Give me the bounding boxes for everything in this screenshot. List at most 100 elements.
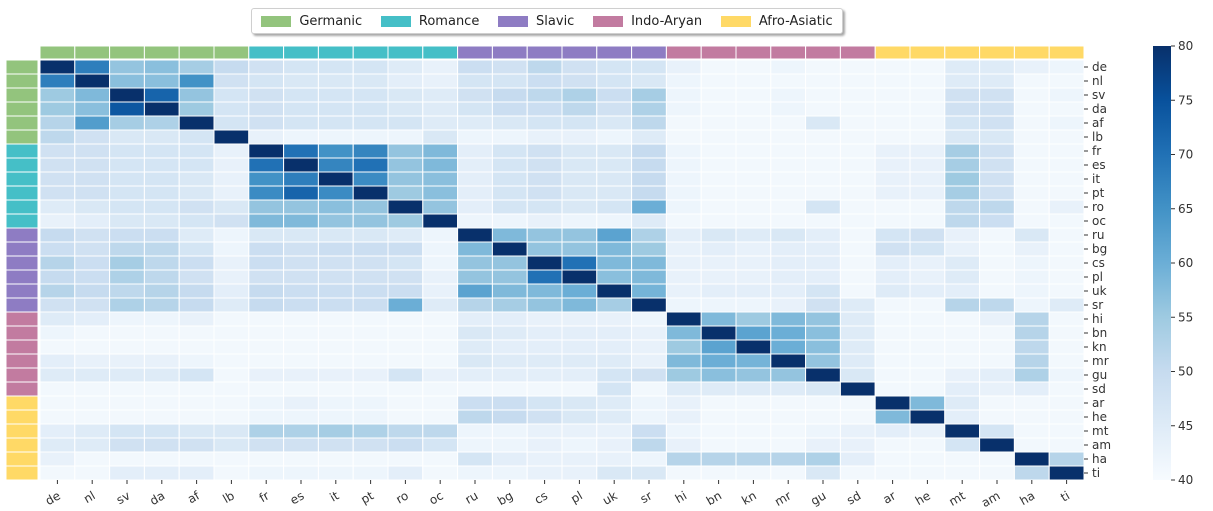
heatmap-cell-sd-he [909,381,946,397]
heatmap-cell-ti-ru [457,465,493,481]
heatmap-cell-fr-mt [944,143,981,159]
heatmap-cell-fr-sr [631,143,667,159]
heatmap-cell-it-gu [805,171,841,187]
heatmap-cell-sd-bn [700,381,737,397]
heatmap-cell-ru-hi [665,227,702,243]
heatmap-cell-mr-it [317,353,354,369]
family-bar-left-hi [5,311,39,327]
heatmap-cell-nl-hi [665,73,702,89]
family-bar-top-ha [1013,45,1050,60]
heatmap-cell-lb-da [143,129,180,145]
heatmap-cell-bg-hi [665,241,702,257]
heatmap-cell-da-bg [491,101,528,117]
heatmap-cell-sd-sd [839,381,876,397]
colorbar-tick-label-45: 45 [1178,419,1193,433]
heatmap-cell-ru-mt [944,227,981,243]
x-tick-label-hi: hi [673,488,689,506]
heatmap-cell-pl-uk [596,269,633,285]
heatmap-cell-sv-ha [1013,87,1050,103]
heatmap-cell-af-nl [74,115,111,131]
heatmap-cell-kn-pl [561,339,598,355]
heatmap-cell-he-sd [839,409,876,425]
heatmap-cell-uk-pl [561,283,598,299]
heatmap-cell-oc-am [979,213,1015,229]
heatmap-cell-gu-sd [839,367,876,383]
heatmap-cell-ar-ru [457,395,493,411]
heatmap-cell-sr-hi [665,297,702,313]
heatmap-cell-es-am [979,157,1015,173]
heatmap-cell-gu-af [178,367,215,383]
heatmap-cell-hi-gu [805,311,841,327]
heatmap-cell-sr-lb [213,297,250,313]
heatmap-cell-sr-bg [491,297,528,313]
heatmap-cell-da-oc [422,101,459,117]
heatmap-cell-lb-ru [457,129,493,145]
heatmap-cell-gu-am [979,367,1015,383]
heatmap-cell-mt-pl [561,423,598,439]
heatmap-cell-es-hi [665,157,702,173]
y-tick-label-cs: cs [1092,256,1105,270]
heatmap-cell-pl-da [143,269,180,285]
heatmap-cell-mr-bn [700,353,737,369]
heatmap-cell-ru-kn [735,227,772,243]
heatmap-cell-sr-mt [944,297,981,313]
heatmap-cell-ti-bn [700,465,737,481]
heatmap-cell-ru-ro [387,227,424,243]
heatmap-cell-kn-bg [491,339,528,355]
heatmap-cell-de-kn [735,59,772,75]
heatmap-cell-sd-sv [109,381,145,397]
heatmap-cell-sr-ro [387,297,424,313]
heatmap-cell-es-oc [422,157,459,173]
heatmap-cell-ar-oc [422,395,459,411]
x-tick-label-ar: ar [880,488,898,506]
heatmap-cell-kn-fr [248,339,285,355]
heatmap-cell-mr-am [979,353,1015,369]
heatmap-cell-ti-gu [805,465,841,481]
heatmap-cell-af-uk [596,115,633,131]
heatmap-cell-sd-mr [770,381,807,397]
heatmap-cell-sv-cs [526,87,563,103]
family-bar-left-uk [5,283,39,299]
heatmap-cell-es-da [143,157,180,173]
heatmap-cell-mt-sr [631,423,667,439]
heatmap-cell-cs-kn [735,255,772,271]
heatmap-cell-sd-gu [805,381,841,397]
heatmap-cell-kn-he [909,339,946,355]
heatmap-cell-bn-kn [735,325,772,341]
heatmap-cell-es-mr [770,157,807,173]
heatmap-cell-nl-uk [596,73,633,89]
heatmap-cell-bg-de [39,241,76,257]
heatmap-cell-nl-de [39,73,76,89]
family-bar-top-hi [665,45,702,60]
heatmap-cell-gu-it [317,367,354,383]
heatmap-cell-hi-oc [422,311,459,327]
heatmap-cell-de-ha [1013,59,1050,75]
heatmap-cell-ar-mt [944,395,981,411]
heatmap-cell-oc-lb [213,213,250,229]
heatmap-cell-mt-bn [700,423,737,439]
heatmap-cell-it-sv [109,171,145,187]
heatmap-cell-pt-hi [665,185,702,201]
heatmap-cell-fr-da [143,143,180,159]
heatmap-cell-kn-pt [352,339,389,355]
heatmap-cell-sv-mr [770,87,807,103]
heatmap-cell-de-fr [248,59,285,75]
heatmap-cell-uk-de [39,283,76,299]
heatmap-cell-ti-cs [526,465,563,481]
heatmap-cell-ar-pl [561,395,598,411]
heatmap-cell-it-es [283,171,319,187]
heatmap-cell-ha-lb [213,451,250,467]
heatmap-cell-mr-pt [352,353,389,369]
heatmap-cell-bn-ar [874,325,911,341]
heatmap-cell-he-gu [805,409,841,425]
heatmap-cell-cs-bg [491,255,528,271]
heatmap-cell-pl-mr [770,269,807,285]
heatmap-cell-de-es [283,59,319,75]
heatmap-cell-mt-ru [457,423,493,439]
heatmap-cell-ro-fr [248,199,285,215]
heatmap-cell-sd-af [178,381,215,397]
heatmap-cell-mt-de [39,423,76,439]
heatmap-cell-sr-pt [352,297,389,313]
x-tick-label-nl: nl [81,488,97,506]
heatmap-cell-pt-ha [1013,185,1050,201]
